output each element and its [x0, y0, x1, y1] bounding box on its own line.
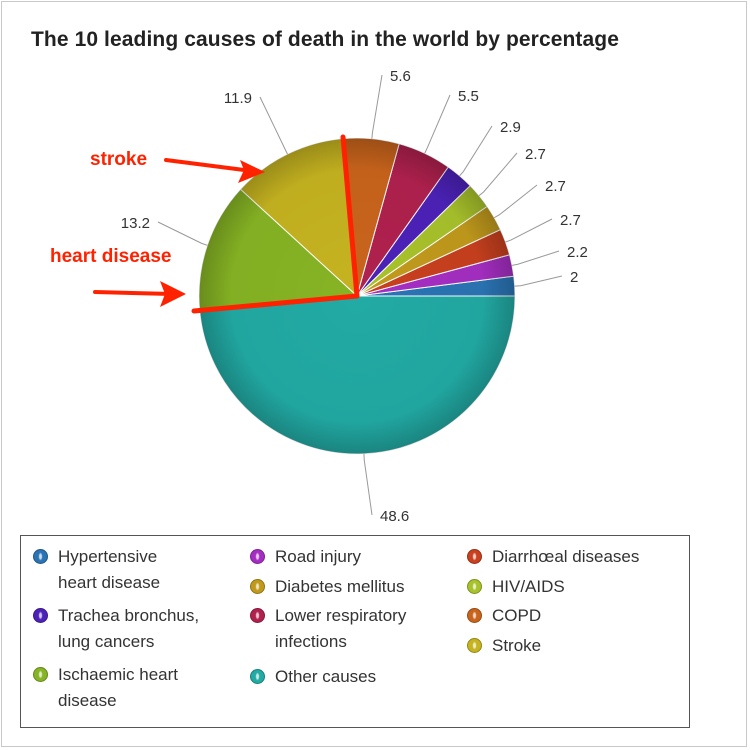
- legend-item[interactable]: Diabetes mellitus: [250, 574, 404, 600]
- legend-label: Hypertensive heart disease: [58, 547, 161, 592]
- slice-connector-5: [459, 125, 493, 177]
- slice-connector-9: [157, 221, 208, 246]
- legend-item[interactable]: Other causes: [250, 664, 376, 690]
- legend-marker-icon: [33, 667, 48, 682]
- arrowhead-stroke-icon: [238, 160, 265, 183]
- slice-value-label-10: 48.6: [380, 508, 409, 525]
- legend-label: Trachea bronchus, lung cancers: [58, 606, 200, 651]
- slice-value-label-9: 13.2: [121, 215, 150, 232]
- slice-connector-10: [363, 453, 373, 516]
- annotation-line-stroke: [340, 134, 360, 299]
- legend: Hypertensive heart disease Trachea bronc…: [20, 535, 690, 728]
- slice-value-label-2: 2.7: [560, 212, 581, 229]
- annotation-line-heart-disease: [191, 293, 360, 314]
- legend-item[interactable]: Stroke: [467, 633, 541, 659]
- slice-connector-6: [424, 94, 451, 154]
- legend-label: Ischaemic heart disease: [58, 665, 178, 710]
- slice-value-label-7: 5.6: [390, 68, 411, 85]
- legend-item[interactable]: Trachea bronchus, lung cancers: [33, 603, 199, 655]
- annotation-heart-disease: heart disease: [50, 246, 172, 267]
- legend-label: COPD: [492, 606, 542, 625]
- pie-slice-10[interactable]: [199, 295, 516, 455]
- slice-connector-7: [371, 74, 383, 139]
- slice-value-label-0: 2: [570, 269, 578, 286]
- slice-connector-3: [493, 184, 538, 219]
- legend-label: Road injury: [275, 547, 361, 566]
- chart-title: The 10 leading causes of death in the wo…: [31, 28, 620, 51]
- annotation-overlays: [93, 134, 360, 314]
- legend-item[interactable]: Diarrhœal diseases: [467, 544, 639, 570]
- legend-item[interactable]: Hypertensive heart disease: [33, 544, 160, 596]
- legend-label: Other causes: [275, 667, 377, 686]
- legend-label: Diabetes mellitus: [275, 577, 405, 596]
- legend-marker-icon: [467, 579, 482, 594]
- legend-marker-icon: [467, 638, 482, 653]
- slice-connector-4: [478, 152, 518, 197]
- slice-label-connectors: [157, 74, 563, 516]
- slice-connector-2: [505, 218, 553, 243]
- legend-marker-icon: [250, 549, 265, 564]
- annotation-arrow-stroke: [164, 158, 254, 173]
- legend-marker-icon: [250, 608, 265, 623]
- legend-item[interactable]: Lower respiratory infections: [250, 603, 406, 655]
- legend-marker-icon: [33, 608, 48, 623]
- arrowhead-heart-disease-icon: [160, 281, 186, 307]
- slice-connector-8: [259, 96, 288, 155]
- legend-marker-icon: [250, 579, 265, 594]
- legend-marker-icon: [467, 608, 482, 623]
- legend-item[interactable]: COPD: [467, 603, 541, 629]
- legend-label: Lower respiratory infections: [275, 606, 407, 651]
- legend-item[interactable]: Road injury: [250, 544, 361, 570]
- legend-marker-icon: [33, 549, 48, 564]
- legend-marker-icon: [467, 549, 482, 564]
- slice-value-label-3: 2.7: [545, 178, 566, 195]
- annotation-stroke: stroke: [90, 149, 148, 170]
- slice-value-labels: 22.22.72.72.72.95.55.611.913.248.6: [121, 68, 588, 525]
- legend-label: HIV/AIDS: [492, 577, 565, 596]
- legend-item[interactable]: Ischaemic heart disease: [33, 662, 178, 714]
- legend-item[interactable]: HIV/AIDS: [467, 574, 565, 600]
- slice-connector-1: [511, 250, 560, 266]
- slice-value-label-1: 2.2: [567, 244, 588, 261]
- slice-value-label-4: 2.7: [525, 146, 546, 163]
- legend-label: Diarrhœal diseases: [492, 547, 640, 566]
- slice-value-label-6: 5.5: [458, 88, 479, 105]
- slice-value-label-5: 2.9: [500, 119, 521, 136]
- annotation-arrow-heart-disease: [93, 290, 174, 296]
- legend-label: Stroke: [492, 636, 542, 655]
- legend-marker-icon: [250, 669, 265, 684]
- slice-connector-0: [514, 275, 563, 287]
- slice-value-label-8: 11.9: [224, 90, 252, 107]
